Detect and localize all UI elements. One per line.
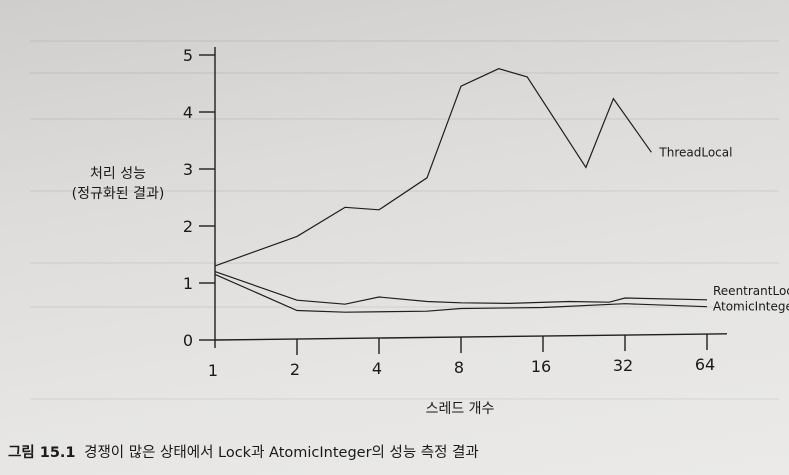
y-tick-label: 5 xyxy=(183,46,193,65)
x-tick-label: 8 xyxy=(454,358,464,377)
y-tick-label: 0 xyxy=(183,331,193,350)
x-tick-label: 2 xyxy=(290,360,300,379)
x-axis-line xyxy=(215,334,727,340)
series-line-threadlocal xyxy=(215,69,651,266)
y-tick-label: 2 xyxy=(183,217,193,236)
series-label-threadlocal: ThreadLocal xyxy=(658,145,732,159)
y-tick-label: 1 xyxy=(183,274,193,293)
x-axis-label: 스레드 개수 xyxy=(426,401,495,417)
y-tick-label: 3 xyxy=(183,160,193,179)
figure-caption: 그림 15.1 경쟁이 많은 상태에서 Lock과 AtomicInteger의… xyxy=(8,441,479,462)
y-axis-label: 처리 성능 xyxy=(90,166,146,182)
y-axis-label-sub: (정규화된 결과) xyxy=(72,186,165,202)
y-tick-label: 4 xyxy=(183,103,193,122)
x-tick-label: 4 xyxy=(372,359,382,378)
x-tick-label: 64 xyxy=(695,355,715,374)
x-tick-label: 16 xyxy=(531,357,551,376)
series-label-atomicinteger: AtomicInteger xyxy=(713,300,789,314)
series-line-atomicinteger xyxy=(215,274,707,312)
axis-labels: 처리 성능 (정규화된 결과) 스레드 개수 xyxy=(72,166,495,417)
figure-number: 그림 15.1 xyxy=(8,445,76,461)
series-line-reentrantlock xyxy=(215,272,707,305)
series-label-reentrantlock: ReentrantLock xyxy=(713,284,789,298)
chart-series: ThreadLocal ReentrantLock AtomicInteger xyxy=(215,69,789,314)
x-tick-label: 1 xyxy=(208,361,218,380)
x-tick-label: 32 xyxy=(613,356,633,375)
figure-caption-text: 경쟁이 많은 상태에서 Lock과 AtomicInteger의 성능 측정 결… xyxy=(84,445,479,461)
